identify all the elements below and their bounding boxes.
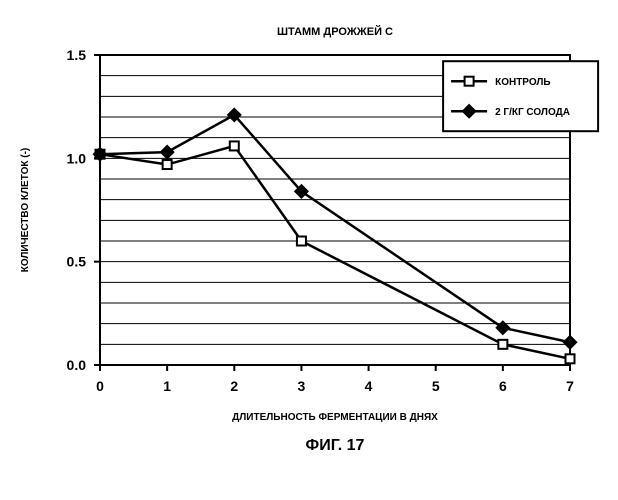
y-tick-label: 0.0 (67, 357, 87, 373)
x-tick-label: 0 (96, 378, 104, 394)
chart-svg: 0.0 0.5 1.0 1.5 0 1 2 3 4 5 6 7 ШТАММ ДРОЖЖЕЙ C КОЛИЧ… (0, 0, 618, 500)
x-tick-label: 4 (365, 378, 373, 394)
legend-box (443, 61, 598, 131)
legend-label: КОНТРОЛЬ (495, 77, 550, 88)
chart-container: 0.0 0.5 1.0 1.5 0 1 2 3 4 5 6 7 ШТАММ ДРОЖЖЕЙ C КОЛИЧ… (0, 0, 618, 500)
x-tick-label: 6 (499, 378, 507, 394)
x-tick-label: 7 (566, 378, 574, 394)
legend-label: 2 Г/КГ СОЛОДА (495, 107, 570, 118)
y-tick-label: 1.0 (67, 150, 87, 166)
x-tick-label: 3 (298, 378, 306, 394)
y-tick-label: 1.5 (67, 47, 87, 63)
x-tick-label: 2 (230, 378, 238, 394)
figure-label: ФИГ. 17 (306, 437, 365, 454)
x-tick-label: 5 (432, 378, 440, 394)
x-axis-label: ДЛИТЕЛЬНОСТЬ ФЕРМЕНТАЦИИ В ДНЯХ (232, 412, 438, 423)
y-axis-label: КОЛИЧЕСТВО КЛЕТОК (-) (20, 148, 31, 272)
y-tick-label: 0.5 (67, 254, 87, 270)
chart-title: ШТАММ ДРОЖЖЕЙ C (277, 25, 393, 38)
x-tick-label: 1 (163, 378, 171, 394)
